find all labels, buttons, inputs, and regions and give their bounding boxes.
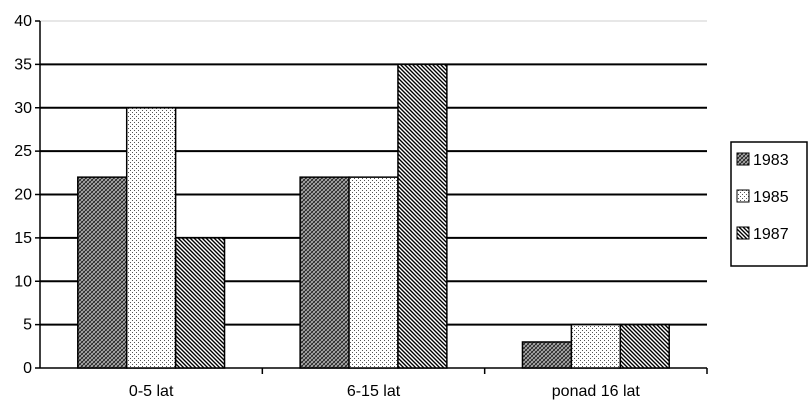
bar-1983-0 (77, 176, 128, 369)
y-tick-label: 35 (14, 56, 32, 73)
bar-1985-0 (125, 107, 177, 369)
legend-swatch-1983 (736, 152, 750, 166)
legend-swatch-1985 (736, 189, 750, 203)
y-tick-label: 10 (14, 273, 32, 290)
y-tick-label: 20 (14, 187, 32, 204)
legend-label: 1985 (753, 189, 789, 206)
bar-1987-0 (174, 237, 226, 369)
bar-1983-2 (521, 341, 573, 369)
y-tick-label: 25 (14, 143, 32, 160)
y-tick-label: 5 (23, 317, 32, 334)
y-tick-label: 30 (14, 100, 32, 117)
bar-1985-1 (348, 176, 399, 369)
bars (77, 63, 670, 369)
legend-label: 1987 (753, 226, 789, 243)
y-tick-label: 0 (23, 360, 32, 377)
bar-1987-2 (619, 323, 670, 369)
bar-1983-1 (299, 176, 350, 369)
legend-swatch-1987 (736, 226, 750, 240)
bar-1987-1 (397, 63, 448, 369)
x-category-label: ponad 16 lat (552, 383, 641, 400)
x-category-label: 6-15 lat (347, 383, 401, 400)
legend-label: 1983 (753, 152, 789, 169)
y-tick-label: 40 (14, 13, 32, 30)
bar-1985-2 (570, 323, 622, 369)
legend: 1983 1985 1987 (730, 141, 808, 267)
axis-labels: 0 5 10 15 20 25 30 35 40 0-5 lat 6-15 lat ponad 16 … (14, 13, 640, 400)
x-category-label: 0-5 lat (129, 383, 174, 400)
y-tick-label: 15 (14, 230, 32, 247)
